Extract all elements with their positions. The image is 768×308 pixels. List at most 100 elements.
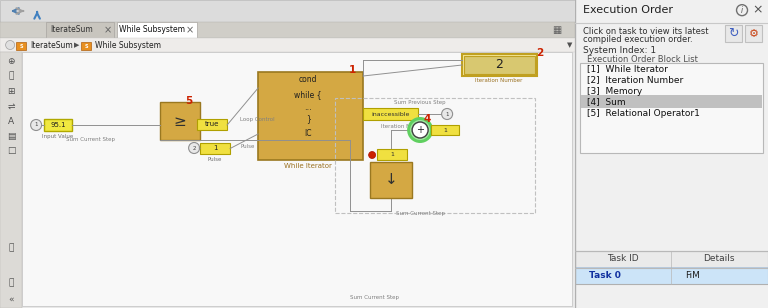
FancyBboxPatch shape [200, 143, 230, 154]
Text: cond: cond [299, 75, 317, 84]
Text: 2: 2 [537, 48, 544, 58]
Text: 4: 4 [423, 114, 431, 124]
Text: Iteration Number: Iteration Number [475, 78, 523, 83]
FancyBboxPatch shape [81, 42, 91, 50]
Text: System Index: 1: System Index: 1 [583, 46, 657, 55]
FancyBboxPatch shape [575, 0, 768, 20]
Text: Sum Current Step: Sum Current Step [350, 295, 399, 300]
FancyBboxPatch shape [117, 22, 197, 38]
FancyBboxPatch shape [575, 267, 768, 284]
Text: ≥: ≥ [174, 114, 187, 128]
Circle shape [410, 120, 430, 140]
Circle shape [369, 152, 376, 159]
Text: ×: × [753, 4, 763, 17]
FancyBboxPatch shape [377, 149, 407, 160]
Text: Task 0: Task 0 [589, 271, 621, 280]
FancyBboxPatch shape [462, 54, 537, 76]
Text: ▼: ▼ [568, 42, 573, 48]
FancyBboxPatch shape [0, 38, 575, 52]
FancyBboxPatch shape [725, 25, 742, 42]
Text: «: « [8, 295, 14, 305]
Text: IterateSum: IterateSum [30, 40, 73, 50]
Text: Sum Current Step: Sum Current Step [65, 137, 114, 143]
FancyBboxPatch shape [22, 52, 572, 306]
Text: FiM: FiM [685, 271, 700, 280]
FancyBboxPatch shape [0, 22, 575, 38]
Text: While Subsystem: While Subsystem [119, 26, 185, 34]
Text: 5: 5 [186, 96, 193, 106]
Text: A: A [8, 116, 14, 125]
Text: Iteration Number: Iteration Number [382, 124, 429, 129]
Text: Sum Previous Step: Sum Previous Step [394, 100, 446, 105]
FancyBboxPatch shape [370, 162, 412, 198]
Text: S: S [84, 43, 88, 48]
Text: inaccessible: inaccessible [371, 111, 409, 116]
Text: 2: 2 [192, 145, 196, 151]
Text: Click on task to view its latest: Click on task to view its latest [583, 27, 709, 36]
Text: 1: 1 [213, 145, 217, 152]
Circle shape [407, 117, 433, 143]
Text: [5]  Relational Operator1: [5] Relational Operator1 [588, 108, 700, 118]
Text: [4]  Sum: [4] Sum [588, 98, 626, 107]
FancyBboxPatch shape [431, 125, 459, 135]
Text: Details: Details [703, 254, 735, 263]
Text: true: true [205, 121, 220, 128]
Text: Input Value: Input Value [42, 134, 74, 139]
Circle shape [31, 120, 41, 131]
Text: [3]  Memory: [3] Memory [588, 87, 643, 95]
Text: while {: while { [294, 91, 322, 99]
FancyBboxPatch shape [363, 108, 418, 120]
Text: While Iterator: While Iterator [284, 163, 332, 169]
FancyBboxPatch shape [0, 0, 575, 22]
FancyBboxPatch shape [575, 251, 768, 267]
Text: +: + [416, 125, 424, 135]
Text: ×: × [186, 25, 194, 35]
Text: ⊕: ⊕ [8, 56, 15, 66]
Text: IC: IC [304, 129, 312, 139]
Text: i: i [741, 6, 743, 15]
Text: 📷: 📷 [8, 244, 14, 253]
Text: S: S [19, 43, 23, 48]
FancyBboxPatch shape [197, 119, 227, 130]
Text: 1: 1 [390, 152, 394, 157]
FancyBboxPatch shape [258, 72, 363, 160]
Text: }: } [306, 115, 310, 124]
Text: [2]  Iteration Number: [2] Iteration Number [588, 75, 684, 85]
Text: ...: ... [304, 103, 312, 112]
FancyBboxPatch shape [160, 102, 200, 140]
Circle shape [442, 108, 452, 120]
Text: IterateSum: IterateSum [51, 26, 94, 34]
FancyBboxPatch shape [581, 63, 763, 153]
Circle shape [189, 143, 200, 153]
Text: 1: 1 [443, 128, 447, 132]
FancyBboxPatch shape [464, 56, 535, 74]
Text: Loop Control: Loop Control [240, 117, 275, 123]
Text: ⊞: ⊞ [8, 87, 15, 95]
FancyBboxPatch shape [16, 42, 26, 50]
Text: Execution Order Block List: Execution Order Block List [588, 55, 698, 64]
Circle shape [5, 40, 15, 50]
Text: □: □ [7, 147, 15, 156]
Text: 2: 2 [495, 59, 503, 71]
Text: 95.1: 95.1 [50, 122, 66, 128]
Text: compiled execution order.: compiled execution order. [583, 34, 693, 44]
Text: ⇌: ⇌ [8, 102, 15, 111]
Text: Pulse: Pulse [240, 144, 254, 148]
FancyBboxPatch shape [0, 52, 22, 308]
Text: 📋: 📋 [8, 278, 14, 287]
Text: ⚙: ⚙ [749, 29, 759, 38]
Text: 1: 1 [349, 65, 356, 75]
Text: While Subsystem: While Subsystem [95, 40, 161, 50]
FancyBboxPatch shape [745, 25, 762, 42]
FancyBboxPatch shape [575, 0, 768, 308]
Circle shape [412, 122, 428, 138]
Text: 1: 1 [445, 111, 449, 116]
Text: ↻: ↻ [728, 27, 739, 40]
Text: Execution Order: Execution Order [583, 5, 674, 15]
Text: Sum Current Step: Sum Current Step [396, 211, 445, 216]
Text: ×: × [104, 25, 112, 35]
Text: [1]  While Iterator: [1] While Iterator [588, 65, 668, 74]
Text: 1: 1 [35, 123, 38, 128]
Text: ▶: ▶ [74, 42, 80, 48]
Text: Pulse: Pulse [208, 157, 222, 162]
